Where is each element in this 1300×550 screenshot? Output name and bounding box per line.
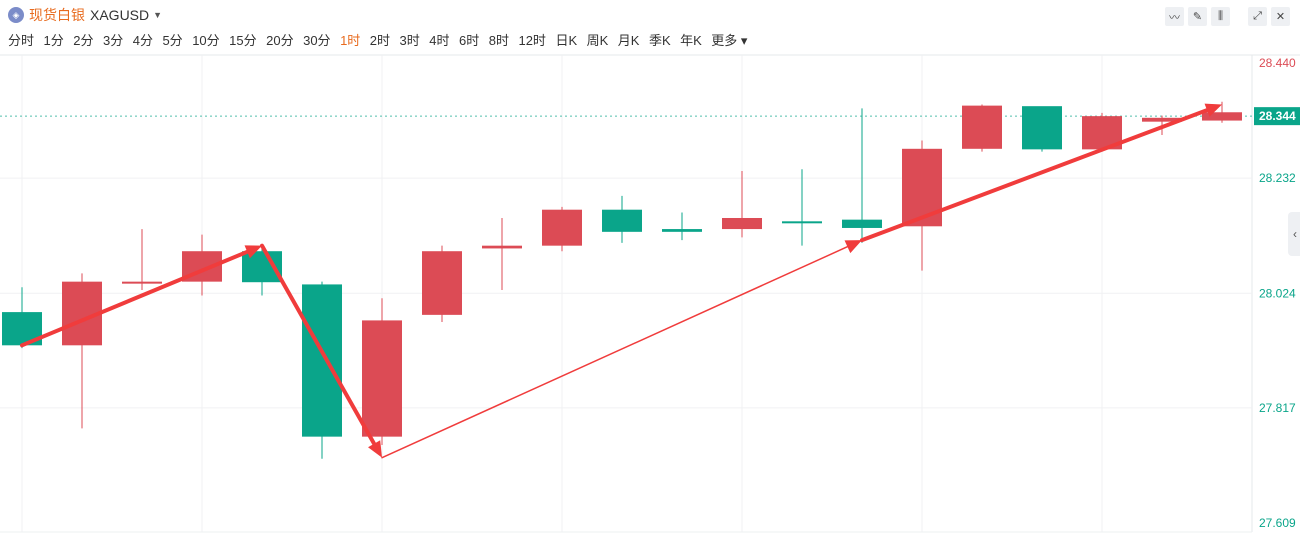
trend-arrow: [20, 249, 250, 348]
current-price-label: 28.344: [1259, 109, 1296, 123]
candle-body: [362, 320, 402, 437]
y-tick-label: 27.609: [1259, 516, 1296, 530]
candle-body: [482, 245, 522, 249]
tab-period[interactable]: 3分: [102, 33, 124, 48]
tab-period[interactable]: 季K: [648, 33, 671, 48]
line-chart-icon[interactable]: 〰: [1165, 7, 1184, 26]
tab-period[interactable]: 2时: [369, 33, 391, 48]
tab-period[interactable]: 分时: [8, 33, 35, 48]
trend-arrowhead: [244, 245, 262, 259]
tab-period[interactable]: 6时: [459, 33, 480, 48]
tab-period[interactable]: 月K: [617, 33, 640, 48]
tab-period[interactable]: 更多 ▾: [711, 33, 748, 48]
candle-body: [662, 229, 702, 232]
y-tick-label: 28.440: [1259, 56, 1296, 70]
tab-period[interactable]: 30分: [303, 33, 331, 48]
tab-period[interactable]: 年K: [680, 33, 702, 48]
candle-body: [902, 148, 942, 227]
candle-body: [842, 219, 882, 228]
candle-body: [422, 251, 462, 315]
instrument-symbol: XAGUSD: [90, 7, 150, 23]
candle-body: [1202, 112, 1242, 121]
tab-period[interactable]: 3时: [399, 33, 420, 48]
collapse-panel-icon[interactable]: ‹: [1288, 212, 1300, 256]
tab-period[interactable]: 2分: [73, 33, 94, 48]
tab-period[interactable]: 4时: [429, 33, 450, 48]
candle-body: [1142, 117, 1182, 122]
candle-body: [722, 217, 762, 230]
candle-body: [1022, 106, 1062, 150]
tab-period[interactable]: 4分: [132, 33, 153, 48]
candle-body: [302, 284, 342, 437]
expand-icon[interactable]: ⤢: [1248, 7, 1267, 26]
tab-period[interactable]: 5分: [162, 33, 183, 48]
trend-arrowhead: [368, 440, 382, 458]
toolbar: 〰 ✎ ⫼ ⤢ ✕: [1165, 7, 1290, 26]
tab-period[interactable]: 日K: [555, 33, 578, 48]
tab-period[interactable]: 15分: [229, 33, 257, 48]
trend-arrowhead: [1204, 103, 1222, 117]
y-tick-label: 28.024: [1259, 286, 1296, 300]
trend-arrow: [260, 243, 377, 446]
pen-icon[interactable]: ✎: [1188, 7, 1207, 26]
y-tick-label: 28.232: [1259, 171, 1296, 185]
chevron-down-icon: ▼: [153, 10, 163, 20]
trend-arrowhead: [844, 240, 862, 254]
symbol-selector[interactable]: ◈ 现货白银 XAGUSD ▼: [8, 5, 162, 25]
candle-body: [122, 281, 162, 284]
candle-body: [602, 209, 642, 232]
tab-period[interactable]: 周K: [586, 33, 609, 48]
period-tabs: 分时 1分 2分 3分 4分 5分 10分 15分 20分 30分 1时 2时 3时 4时 6时 8时 12时日…: [8, 30, 757, 49]
candlestick-icon[interactable]: ⫼: [1211, 7, 1230, 26]
tab-period[interactable]: 10分: [192, 33, 220, 48]
y-tick-label: 27.817: [1259, 401, 1296, 415]
candle-body: [542, 209, 582, 246]
candle-body: [782, 221, 822, 224]
trend-arrow: [860, 108, 1210, 243]
instrument-name: 现货白银: [29, 7, 85, 23]
tab-period[interactable]: 20分: [266, 33, 294, 48]
trend-arrow: [381, 245, 849, 459]
chart-header: ◈ 现货白银 XAGUSD ▼ 分时 1分 2分 3分 4分 5分 10分 15分 20分 30分…: [0, 0, 1300, 54]
tab-period[interactable]: 1时: [340, 33, 361, 48]
tab-period[interactable]: 8时: [488, 33, 509, 48]
tab-period[interactable]: 12时: [518, 33, 546, 48]
tab-period[interactable]: 1分: [43, 33, 64, 48]
candle-body: [962, 105, 1002, 149]
silver-coin-icon: ◈: [8, 7, 24, 23]
close-icon[interactable]: ✕: [1271, 7, 1290, 26]
current-price-tag: [1254, 107, 1300, 126]
